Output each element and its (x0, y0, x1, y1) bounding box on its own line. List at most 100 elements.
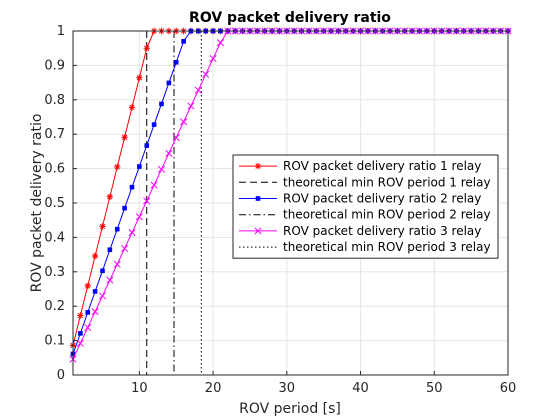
square-marker (114, 226, 120, 232)
legend-item: theoretical min ROV period 1 relay (239, 175, 491, 189)
data-point (78, 331, 83, 336)
data-point (166, 80, 172, 86)
asterisk-marker (136, 74, 143, 81)
data-point (254, 162, 262, 170)
y-tick-label: 1 (57, 24, 65, 39)
square-marker (129, 184, 135, 190)
x-marker (209, 54, 217, 63)
square-marker (137, 164, 142, 169)
x-tick-label: 10 (131, 381, 148, 396)
x-marker (165, 149, 173, 158)
asterisk-marker (84, 282, 91, 290)
square-marker (151, 122, 157, 127)
y-tick-label: 0.8 (44, 93, 65, 108)
data-point (100, 268, 105, 274)
data-point (136, 74, 143, 81)
data-point (151, 122, 157, 127)
y-tick-label: 0.5 (44, 196, 65, 211)
y-tick-label: 0.3 (44, 265, 65, 280)
x-tick-label: 60 (500, 381, 517, 396)
data-point (121, 134, 128, 141)
data-point (113, 260, 121, 268)
reference-lines (146, 31, 202, 375)
square-marker (92, 289, 98, 294)
x-marker (121, 244, 129, 252)
y-tick-label: 0.9 (44, 58, 65, 73)
data-point (122, 205, 127, 211)
data-point (114, 163, 121, 171)
data-point (157, 165, 166, 173)
x-marker (150, 181, 158, 189)
data-point (91, 252, 99, 260)
data-point (128, 229, 136, 237)
square-marker (85, 310, 91, 315)
y-tick-label: 0.7 (44, 127, 65, 142)
square-marker (181, 39, 186, 44)
legend-item: ROV packet delivery ratio 3 relay (239, 224, 481, 238)
data-point (143, 45, 150, 52)
x-tick-label: 20 (205, 381, 222, 396)
y-tick-label: 0.2 (44, 299, 65, 314)
data-point (180, 118, 188, 126)
asterisk-marker (143, 45, 150, 52)
data-point (150, 181, 158, 189)
data-point (202, 70, 210, 78)
x-marker (98, 292, 107, 300)
x-marker (106, 276, 114, 284)
x-marker (135, 213, 143, 221)
x-marker (216, 39, 225, 47)
data-point (92, 289, 98, 294)
x-marker (113, 260, 121, 268)
y-axis-label: ROV packet delivery ratio (29, 114, 45, 293)
square-marker (255, 196, 261, 201)
square-marker (100, 268, 105, 274)
legend-label: theoretical min ROV period 2 relay (283, 208, 491, 222)
x-marker (157, 165, 166, 173)
x-marker (254, 227, 262, 235)
x-marker (128, 229, 136, 237)
data-point (173, 60, 179, 65)
asterisk-marker (106, 193, 114, 201)
data-point (129, 184, 135, 190)
legend-item: ROV packet delivery ratio 1 relay (239, 159, 481, 173)
legend-label: theoretical min ROV period 1 relay (283, 175, 491, 189)
legend-label: theoretical min ROV period 3 relay (283, 240, 491, 254)
asterisk-marker (91, 252, 99, 260)
asterisk-marker (121, 134, 128, 141)
data-point (114, 226, 120, 232)
y-tick-label: 0.4 (44, 230, 65, 245)
legend-item: theoretical min ROV period 3 relay (239, 240, 491, 254)
x-marker (84, 323, 92, 332)
data-point (135, 213, 143, 221)
data-point (107, 247, 113, 253)
x-marker (91, 308, 99, 316)
data-point (121, 244, 129, 252)
data-point (209, 54, 217, 63)
data-point (165, 149, 173, 158)
data-point (255, 196, 261, 201)
data-point (76, 339, 84, 347)
data-point (143, 197, 151, 205)
square-marker (78, 331, 83, 336)
legend-box (232, 154, 499, 259)
x-marker (187, 102, 195, 110)
asterisk-marker (128, 104, 136, 111)
data-point (216, 39, 225, 47)
square-marker (173, 60, 179, 65)
y-tick-label: 0.1 (44, 334, 65, 349)
chart-title: ROV packet delivery ratio (189, 10, 391, 26)
data-point (84, 282, 91, 290)
x-marker (76, 339, 84, 347)
data-point (106, 276, 114, 284)
square-marker (144, 143, 150, 148)
square-marker (166, 80, 172, 86)
data-point (187, 102, 195, 110)
data-point (128, 104, 136, 111)
legend: ROV packet delivery ratio 1 relay theoret… (232, 154, 499, 259)
square-marker (107, 247, 113, 253)
x-marker (172, 134, 180, 142)
x-marker (202, 70, 210, 78)
y-tick-label: 0.6 (44, 162, 65, 177)
x-tick-label: 40 (352, 381, 369, 396)
